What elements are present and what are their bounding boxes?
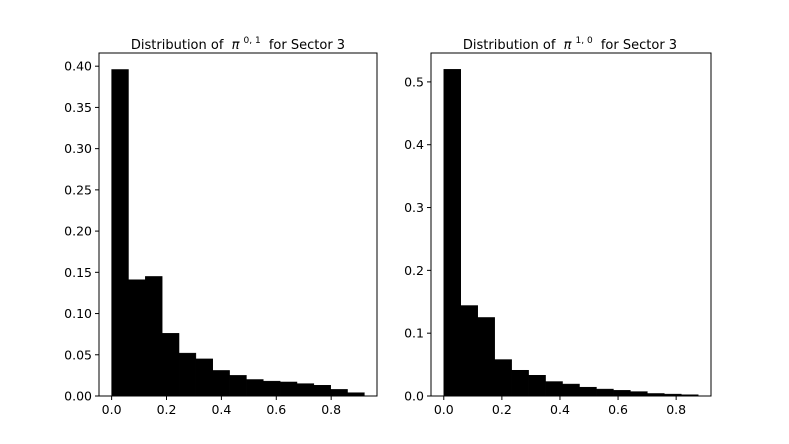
title-symbol: π xyxy=(232,38,240,53)
x-tick-label: 0.8 xyxy=(666,402,686,417)
title-symbol: π xyxy=(564,38,572,53)
y-tick-label: 0.20 xyxy=(64,224,92,239)
x-tick-label: 0.6 xyxy=(266,402,286,417)
bars-right xyxy=(443,69,699,397)
title-suffix: for Sector 3 xyxy=(269,38,345,53)
title-superscript: 0, 1 xyxy=(244,36,261,46)
histogram-bar xyxy=(613,390,631,397)
x-tick-label: 0.2 xyxy=(157,402,177,417)
y-tick-label: 0.3 xyxy=(404,200,424,215)
histogram-panel-left: Distribution of π 0, 1 for Sector 3 0.00… xyxy=(64,32,378,417)
histogram-bar xyxy=(494,359,512,397)
y-tick-label: 0.35 xyxy=(64,100,92,115)
histogram-bar xyxy=(128,279,146,397)
histogram-bar xyxy=(229,375,247,397)
chart-title-right: Distribution of π 1, 0 for Sector 3 xyxy=(463,32,677,53)
y-tick-label: 0.00 xyxy=(64,389,92,404)
title-prefix: Distribution of xyxy=(463,38,556,53)
x-tick-label: 0.0 xyxy=(102,402,122,417)
histogram-bar xyxy=(145,276,163,397)
histogram-bar xyxy=(579,386,597,397)
histogram-bar xyxy=(330,389,348,397)
y-tick-label: 0.4 xyxy=(404,137,424,152)
y-tick-label: 0.30 xyxy=(64,141,92,156)
x-axis-right: 0.0 0.2 0.4 0.6 0.8 xyxy=(434,396,686,417)
histogram-bar xyxy=(596,388,614,397)
title-prefix: Distribution of xyxy=(131,38,224,53)
histogram-bar xyxy=(246,379,264,397)
plot-frame-right xyxy=(430,52,712,397)
x-tick-label: 0.2 xyxy=(492,402,512,417)
title-superscript: 1, 0 xyxy=(576,36,593,46)
histogram-bar xyxy=(279,381,298,397)
histogram-bar xyxy=(313,385,331,397)
y-tick-label: 0.5 xyxy=(404,74,424,89)
x-tick-label: 0.0 xyxy=(434,402,454,417)
y-tick-label: 0.1 xyxy=(404,326,424,341)
histogram-bar xyxy=(443,69,461,397)
bars-left xyxy=(111,69,365,397)
histogram-bar xyxy=(460,305,478,397)
histogram-bar xyxy=(528,375,546,397)
x-tick-label: 0.6 xyxy=(608,402,628,417)
histogram-bar xyxy=(477,317,495,397)
y-tick-label: 0.0 xyxy=(404,389,424,404)
y-tick-label: 0.40 xyxy=(64,59,92,74)
x-tick-label: 0.4 xyxy=(211,402,231,417)
title-suffix: for Sector 3 xyxy=(601,38,677,53)
x-tick-label: 0.8 xyxy=(321,402,341,417)
plot-frame-left xyxy=(98,52,378,397)
y-tick-label: 0.25 xyxy=(64,182,92,197)
histogram-bar xyxy=(111,69,129,397)
x-tick-label: 0.4 xyxy=(550,402,570,417)
histogram-bar xyxy=(562,383,580,397)
histogram-bar xyxy=(630,391,648,397)
y-axis-right: 0.0 0.1 0.2 0.3 0.4 0.5 xyxy=(404,74,431,404)
histogram-bar xyxy=(161,333,180,397)
histogram-bar xyxy=(263,380,281,397)
y-tick-label: 0.10 xyxy=(64,306,92,321)
histogram-bar xyxy=(545,381,563,397)
histogram-bar xyxy=(511,369,529,397)
histogram-bar xyxy=(178,352,197,397)
y-axis-left: 0.00 0.05 0.10 0.15 0.20 0.25 0.30 0.35 0.40 xyxy=(64,59,99,404)
y-tick-label: 0.15 xyxy=(64,265,92,280)
x-axis-left: 0.0 0.2 0.4 0.6 0.8 xyxy=(102,396,341,417)
histogram-bar xyxy=(296,383,315,397)
histogram-bar xyxy=(212,370,230,397)
chart-title-left: Distribution of π 0, 1 for Sector 3 xyxy=(131,32,345,53)
y-tick-label: 0.2 xyxy=(404,263,424,278)
histogram-bar xyxy=(195,358,213,397)
histogram-panel-right: Distribution of π 1, 0 for Sector 3 0.00… xyxy=(404,32,712,417)
y-tick-label: 0.05 xyxy=(64,347,92,362)
